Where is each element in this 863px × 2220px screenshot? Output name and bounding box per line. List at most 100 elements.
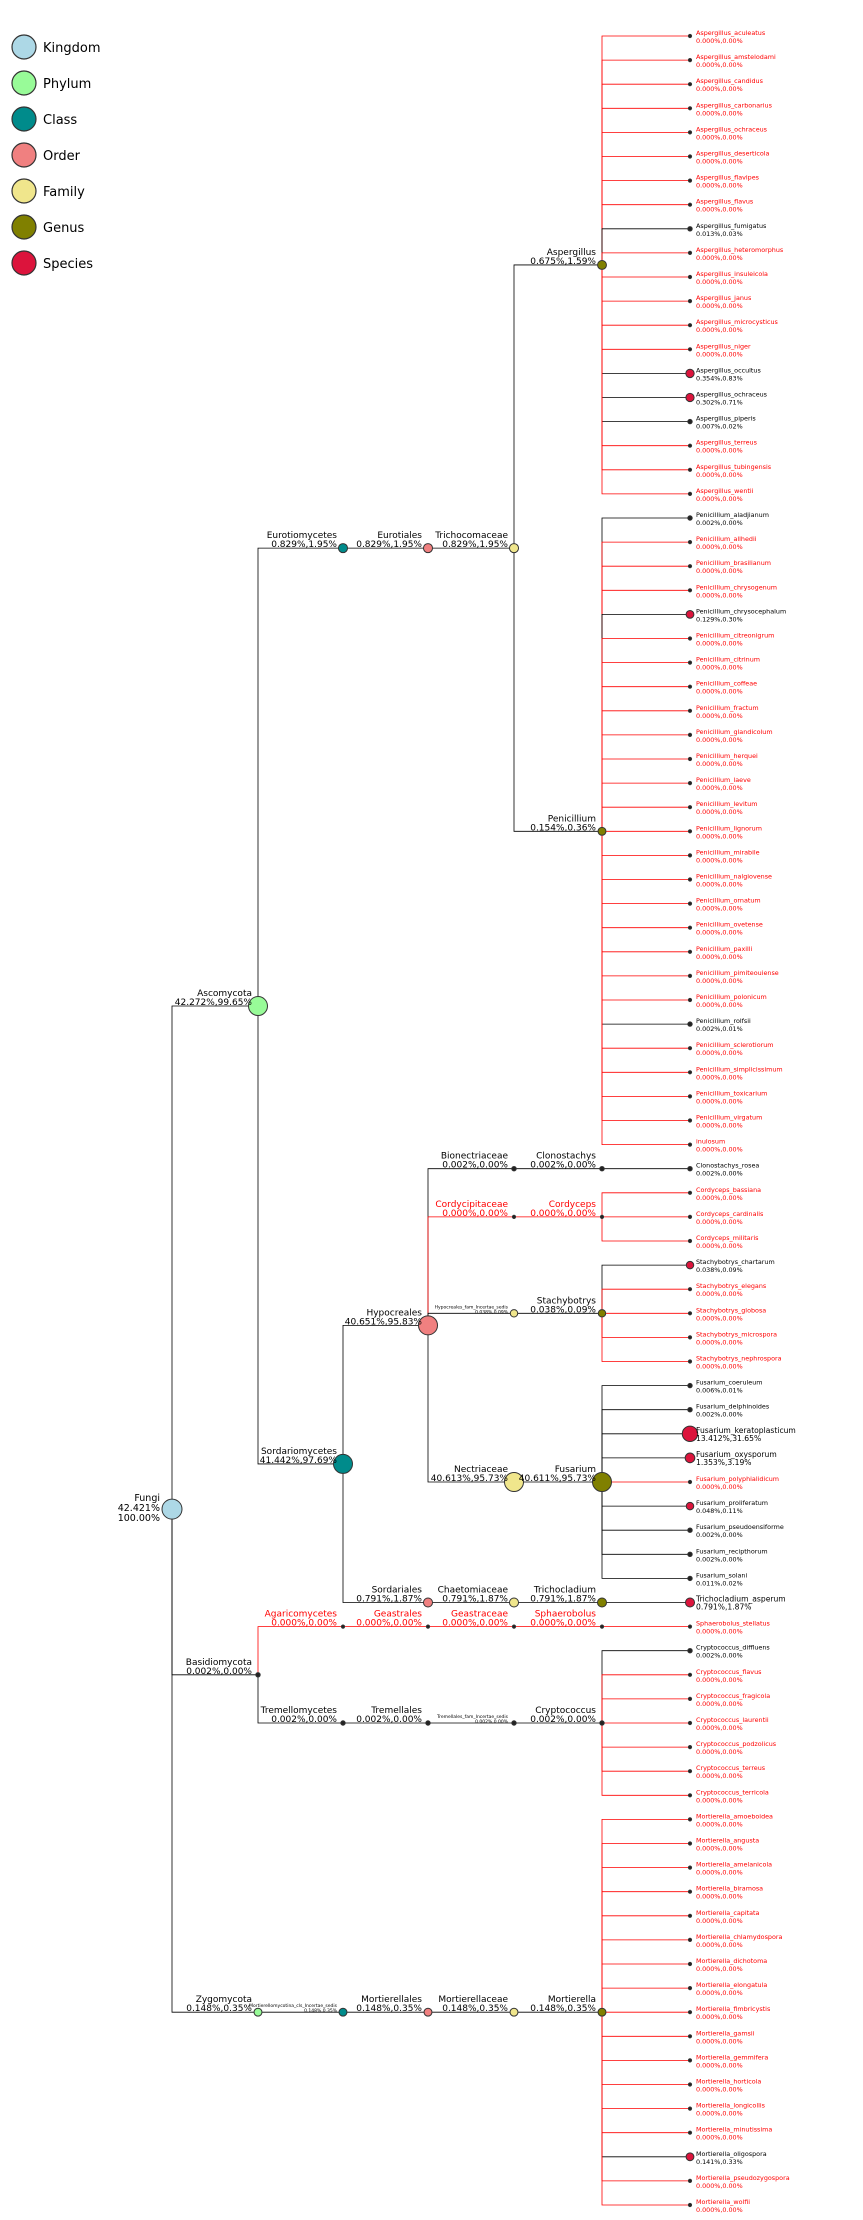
node-species — [687, 805, 693, 810]
species-value: 0.000%,0.00% — [696, 37, 743, 45]
node-species — [687, 1238, 693, 1244]
species-value: 0.000%,0.00% — [696, 543, 743, 551]
node-family — [508, 543, 520, 554]
node-name: Chaetomiaceae — [438, 1586, 509, 1596]
node-species — [687, 1311, 693, 1316]
species-value: 0.000%,0.00% — [696, 2037, 743, 2045]
species-name: Cryptococcus_terreus — [696, 1764, 766, 1772]
species-name: Aspergillus_aculeatus — [696, 29, 766, 37]
node-species — [687, 781, 693, 786]
node-species — [687, 323, 693, 328]
species-name: Aspergillus_occultus — [696, 366, 761, 374]
node-species — [687, 949, 693, 954]
edge-tremellomycetes — [257, 1674, 343, 1724]
species-value: 0.000%,0.00% — [696, 1290, 743, 1298]
edge-s7 — [601, 180, 690, 265]
node-family — [511, 1720, 517, 1726]
species-name: inulosum — [696, 1138, 725, 1146]
node-species — [687, 1672, 693, 1677]
species-value: 0.000%,0.00% — [696, 1146, 743, 1154]
species-name: Aspergillus_heteromorphus — [696, 246, 784, 254]
species-name: Mortierella_angusta — [696, 1837, 759, 1845]
edge-s60 — [601, 1457, 690, 1482]
species-value: 0.000%,0.00% — [696, 158, 743, 166]
species-value: 0.000%,0.00% — [696, 1097, 743, 1105]
species-name: Fusarium_delphinoides — [696, 1403, 770, 1411]
species-value: 0.007%,0.02% — [696, 423, 743, 431]
node-species — [687, 1745, 693, 1750]
species-name: Fusarium_oxysporum — [696, 1450, 777, 1459]
node-phylum — [253, 2007, 263, 2017]
node-order — [423, 2007, 433, 2017]
species-value: 0.000%,0.00% — [696, 1724, 743, 1732]
node-species — [687, 1166, 693, 1172]
species-value: 0.000%,0.00% — [696, 326, 743, 334]
node-species — [687, 1937, 693, 1943]
node-species — [687, 1961, 693, 1967]
node-species — [687, 1335, 693, 1340]
node-value: 0.002%,0.00% — [442, 1161, 508, 1171]
species-name: Penicillium_ornatum — [696, 897, 761, 905]
species-name: Penicillium_citreonigrum — [696, 632, 774, 640]
species-name: Aspergillus_flavus — [696, 198, 754, 206]
node-name: Aspergillus — [547, 248, 597, 258]
node-species — [684, 1597, 696, 1608]
species-value: 0.000%,0.00% — [696, 1194, 743, 1202]
node-species — [687, 1865, 693, 1870]
species-value: 0.000%,0.00% — [696, 206, 743, 214]
node-name: Tremellomycetes — [260, 1706, 338, 1716]
species-value: 0.000%,0.00% — [696, 784, 743, 792]
node-value: 42.272%,99.65% — [175, 998, 253, 1008]
tree-nodes — [161, 33, 699, 2208]
edge-s78 — [601, 1891, 690, 2013]
species-value: 0.000%,0.00% — [696, 977, 743, 985]
edge-ascomycota — [171, 1005, 258, 1510]
node-class — [337, 543, 349, 554]
node-species — [687, 1021, 693, 1027]
node-species — [687, 684, 693, 689]
edge-cordycipitaceae — [427, 1216, 514, 1326]
species-name: Fusarium_solani — [696, 1571, 747, 1579]
node-value: 0.000%,0.00% — [442, 1619, 508, 1629]
edge-s35 — [601, 831, 690, 856]
node-species — [687, 997, 693, 1003]
node-genus — [597, 260, 607, 270]
node-name: Sphaerobolus — [535, 1610, 597, 1620]
node-name: Tremellales — [370, 1706, 422, 1716]
edge-s64 — [601, 1482, 690, 1555]
species-value: 0.000%,0.00% — [696, 302, 743, 310]
edge-basidiomycota — [171, 1509, 258, 1676]
node-species — [685, 2152, 695, 2162]
edge-s8 — [601, 204, 690, 265]
legend-swatch-kingdom — [11, 34, 37, 60]
node-species — [687, 418, 693, 425]
node-value: 0.002%,0.00% — [356, 1715, 422, 1725]
node-species — [687, 2082, 693, 2087]
species-name: Mortierella_horticola — [696, 2078, 761, 2086]
node-name: Cryptococcus — [535, 1706, 596, 1716]
node-value: 0.829%,1.95% — [356, 540, 422, 550]
node-species — [687, 708, 693, 713]
edge-s13 — [601, 264, 690, 326]
species-value: 0.000%,0.00% — [696, 1748, 743, 1756]
node-name: Trichocladium — [533, 1586, 596, 1596]
